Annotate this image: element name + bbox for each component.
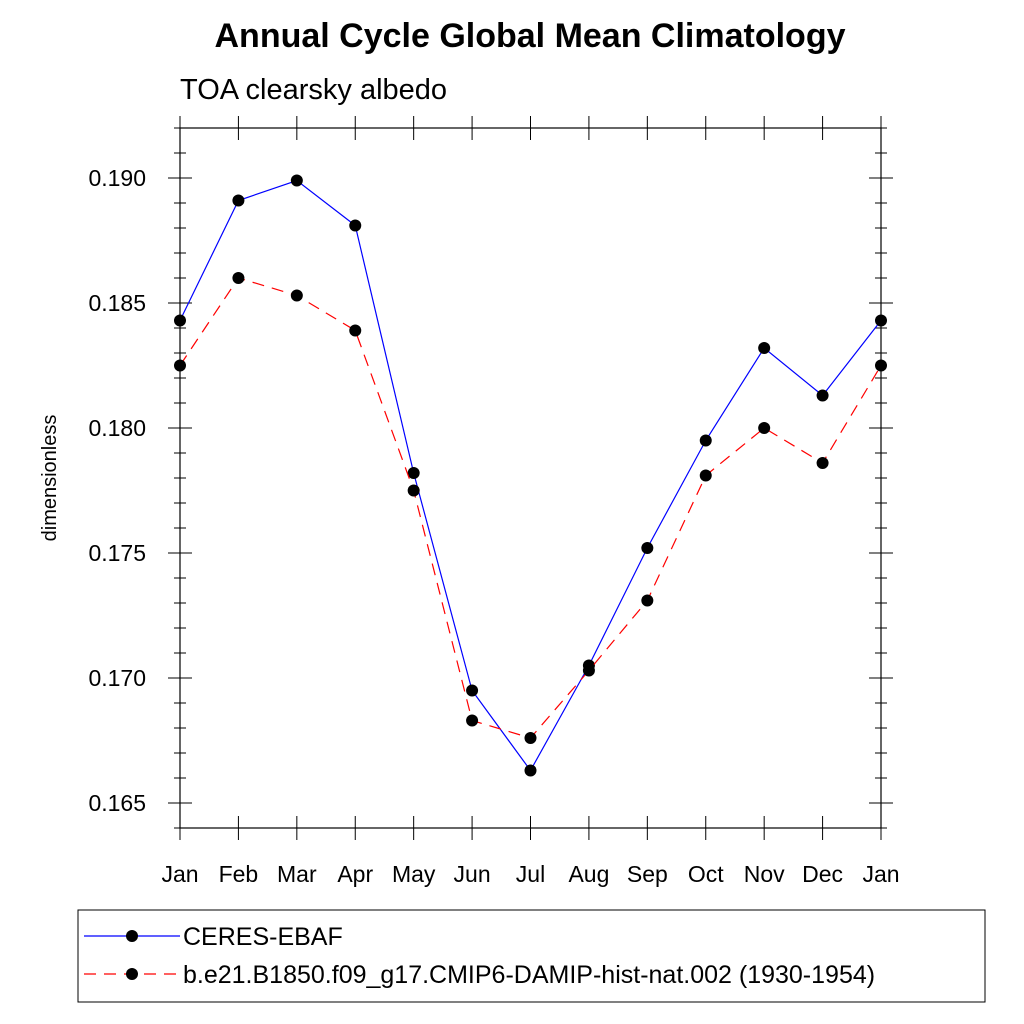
data-point-series-2 — [407, 484, 420, 497]
data-point-series-1 — [641, 542, 654, 554]
data-point-series-1 — [524, 764, 537, 777]
axis-ticks — [168, 116, 893, 840]
x-tick-label: May — [392, 861, 436, 887]
data-point-series-2 — [524, 732, 537, 744]
data-point-series-1 — [290, 174, 303, 187]
data-point-series-1 — [407, 467, 420, 479]
data-point-series-1 — [349, 219, 362, 232]
data-point-series-2 — [582, 664, 595, 677]
data-point-series-2 — [466, 714, 479, 727]
series-line-1 — [179, 179, 882, 772]
x-tick-label: Aug — [568, 861, 609, 887]
x-tick-label: Dec — [802, 861, 843, 887]
legend-marker-2 — [126, 968, 138, 980]
data-point-series-1 — [466, 684, 479, 697]
data-point-series-1 — [699, 434, 712, 447]
x-tick-label: Apr — [337, 861, 373, 887]
data-point-series-2 — [174, 359, 186, 372]
x-tick-label: Jun — [454, 861, 491, 887]
data-point-series-1 — [758, 342, 771, 354]
data-point-series-2 — [875, 359, 887, 372]
data-point-series-1 — [174, 314, 186, 327]
data-point-series-1 — [232, 194, 245, 207]
data-point-series-2 — [232, 272, 245, 284]
plot-frame — [179, 127, 882, 829]
data-point-series-1 — [875, 314, 887, 327]
data-point-series-2 — [349, 324, 362, 337]
series-line-2 — [179, 277, 882, 739]
data-point-series-2 — [758, 422, 771, 434]
y-tick-label: 0.180 — [88, 415, 146, 441]
y-tick-label: 0.165 — [88, 790, 146, 816]
y-tick-label: 0.175 — [88, 540, 146, 566]
x-tick-label: Jan — [161, 861, 198, 887]
legend-box — [77, 909, 986, 1003]
legend-label-2: b.e21.B1850.f09_g17.CMIP6-DAMIP-hist-nat… — [183, 961, 875, 989]
chart-subtitle: TOA clearsky albedo — [180, 74, 447, 106]
y-tick-label: 0.170 — [88, 665, 146, 691]
data-point-series-2 — [699, 469, 712, 482]
tick-labels: Jan Feb Mar Apr May Jun Jul Aug Sep Oct Nov Dec Jan 0… — [88, 165, 899, 887]
data-point-series-2 — [290, 289, 303, 302]
x-tick-label: Jan — [862, 861, 899, 887]
y-axis-title: dimensionless — [39, 415, 61, 542]
data-point-series-1 — [816, 389, 829, 402]
x-tick-label: Sep — [627, 861, 668, 887]
x-tick-label: Nov — [744, 861, 785, 887]
legend-marker-1 — [126, 930, 138, 942]
y-tick-label: 0.190 — [88, 165, 146, 191]
y-tick-label: 0.185 — [88, 290, 146, 316]
x-tick-label: Feb — [219, 861, 259, 887]
x-tick-label: Mar — [277, 861, 317, 887]
data-point-series-2 — [641, 594, 654, 607]
legend: CERES-EBAF b.e21.B1850.f09_g17.CMIP6-DAMI… — [84, 923, 875, 989]
chart-title: Annual Cycle Global Mean Climatology — [215, 17, 846, 55]
series-group — [174, 174, 887, 777]
x-tick-label: Oct — [688, 861, 724, 887]
data-point-series-2 — [816, 457, 829, 469]
x-tick-label: Jul — [516, 861, 545, 887]
legend-label-1: CERES-EBAF — [183, 923, 343, 951]
